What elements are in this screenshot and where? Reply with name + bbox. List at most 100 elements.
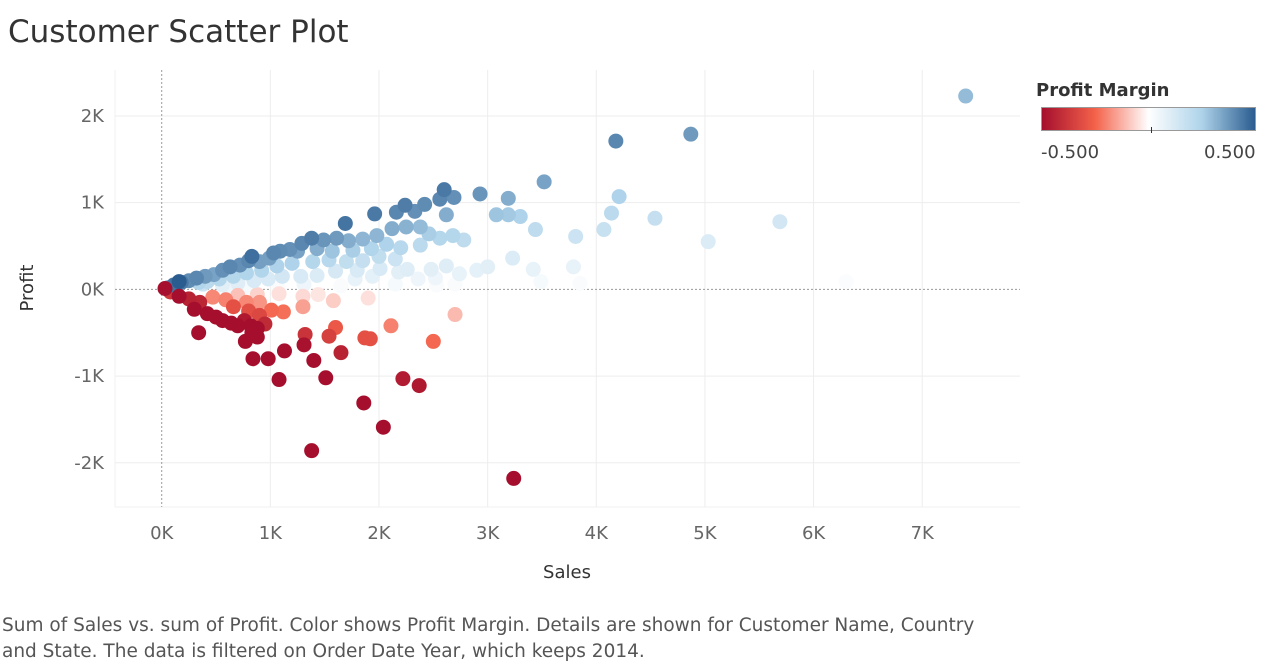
scatter-point[interactable]: [341, 233, 357, 249]
scatter-point[interactable]: [505, 250, 521, 266]
scatter-point[interactable]: [321, 328, 337, 344]
scatter-point[interactable]: [329, 230, 345, 246]
scatter-point[interactable]: [275, 304, 291, 320]
scatter-point[interactable]: [451, 266, 467, 282]
scatter-point[interactable]: [425, 333, 441, 349]
scatter-point[interactable]: [472, 186, 488, 202]
scatter-point[interactable]: [596, 222, 612, 238]
scatter-point[interactable]: [533, 274, 549, 290]
scatter-point[interactable]: [399, 261, 415, 277]
scatter-point[interactable]: [305, 254, 321, 270]
scatter-point[interactable]: [230, 318, 246, 334]
scatter-point[interactable]: [245, 351, 261, 367]
scatter-point[interactable]: [387, 251, 403, 267]
scatter-point[interactable]: [295, 299, 311, 315]
scatter-point[interactable]: [295, 288, 311, 304]
scatter-point[interactable]: [304, 443, 320, 459]
scatter-point[interactable]: [480, 259, 496, 275]
scatter-point[interactable]: [572, 275, 588, 291]
scatter-point[interactable]: [568, 228, 584, 244]
scatter-point[interactable]: [260, 351, 276, 367]
scatter-point[interactable]: [316, 232, 332, 248]
scatter-point[interactable]: [488, 207, 504, 223]
scatter-point[interactable]: [309, 267, 325, 283]
scatter-point[interactable]: [379, 236, 395, 252]
scatter-point[interactable]: [512, 209, 528, 225]
scatter-point[interactable]: [355, 231, 371, 247]
scatter-point[interactable]: [171, 274, 187, 290]
scatter-point[interactable]: [263, 302, 279, 318]
scatter-point[interactable]: [306, 352, 322, 368]
scatter-point[interactable]: [337, 215, 353, 231]
scatter-point[interactable]: [683, 126, 699, 142]
scatter-point[interactable]: [356, 395, 372, 411]
scatter-point[interactable]: [171, 288, 187, 304]
scatter-point[interactable]: [186, 301, 202, 317]
scatter-point[interactable]: [384, 221, 400, 237]
scatter-point[interactable]: [438, 258, 454, 274]
scatter-point[interactable]: [296, 337, 312, 353]
scatter-point[interactable]: [372, 261, 388, 277]
scatter-point[interactable]: [772, 214, 788, 230]
scatter-point[interactable]: [527, 222, 543, 238]
scatter-point[interactable]: [333, 278, 349, 294]
scatter-point[interactable]: [205, 289, 221, 305]
scatter-point[interactable]: [387, 276, 403, 292]
scatter-point[interactable]: [412, 237, 428, 253]
scatter-point[interactable]: [191, 325, 207, 341]
scatter-point[interactable]: [355, 253, 371, 269]
scatter-point[interactable]: [310, 287, 326, 303]
scatter-point[interactable]: [506, 470, 522, 486]
scatter-point[interactable]: [411, 378, 427, 394]
scatter-point[interactable]: [360, 290, 376, 306]
scatter-point[interactable]: [276, 343, 292, 359]
scatter-point[interactable]: [393, 240, 409, 256]
scatter-point[interactable]: [188, 270, 204, 286]
scatter-point[interactable]: [438, 207, 454, 223]
scatter-point[interactable]: [536, 174, 552, 190]
scatter-point[interactable]: [525, 261, 541, 277]
scatter-point[interactable]: [700, 234, 716, 250]
scatter-point[interactable]: [611, 189, 627, 205]
scatter-point[interactable]: [445, 228, 461, 244]
scatter-point[interactable]: [338, 254, 354, 270]
scatter-point[interactable]: [397, 197, 413, 213]
scatter-point[interactable]: [328, 263, 344, 279]
scatter-point[interactable]: [157, 281, 173, 296]
scatter-point[interactable]: [436, 182, 452, 198]
scatter-point[interactable]: [958, 88, 974, 104]
scatter-point[interactable]: [333, 345, 349, 361]
scatter-point[interactable]: [222, 259, 238, 275]
scatter-point[interactable]: [838, 274, 854, 290]
scatter-point[interactable]: [357, 330, 373, 346]
scatter-point[interactable]: [500, 207, 516, 223]
scatter-point[interactable]: [271, 372, 287, 388]
scatter-point[interactable]: [383, 318, 399, 334]
scatter-point[interactable]: [608, 133, 624, 149]
scatter-point[interactable]: [417, 196, 433, 212]
scatter-point[interactable]: [304, 230, 320, 246]
scatter-point[interactable]: [412, 219, 428, 235]
scatter-point[interactable]: [249, 329, 265, 345]
scatter-point[interactable]: [500, 190, 516, 206]
scatter-point[interactable]: [395, 371, 411, 387]
scatter-point[interactable]: [271, 286, 287, 302]
scatter-point[interactable]: [647, 210, 663, 226]
scatter-point[interactable]: [266, 245, 282, 261]
scatter-point[interactable]: [447, 307, 463, 323]
scatter-point[interactable]: [410, 271, 426, 287]
scatter-point[interactable]: [565, 259, 581, 275]
scatter-point[interactable]: [325, 293, 341, 309]
scatter-point[interactable]: [244, 248, 260, 264]
scatter-point[interactable]: [225, 299, 241, 315]
scatter-point[interactable]: [604, 205, 620, 221]
scatter-point[interactable]: [324, 243, 340, 259]
scatter-point[interactable]: [398, 219, 414, 235]
scatter-point[interactable]: [367, 206, 383, 222]
scatter-point[interactable]: [423, 261, 439, 277]
scatter-point[interactable]: [284, 255, 300, 271]
scatter-point[interactable]: [318, 370, 334, 386]
scatter-point[interactable]: [363, 241, 379, 257]
scatter-point[interactable]: [251, 294, 267, 310]
scatter-point[interactable]: [375, 419, 391, 435]
